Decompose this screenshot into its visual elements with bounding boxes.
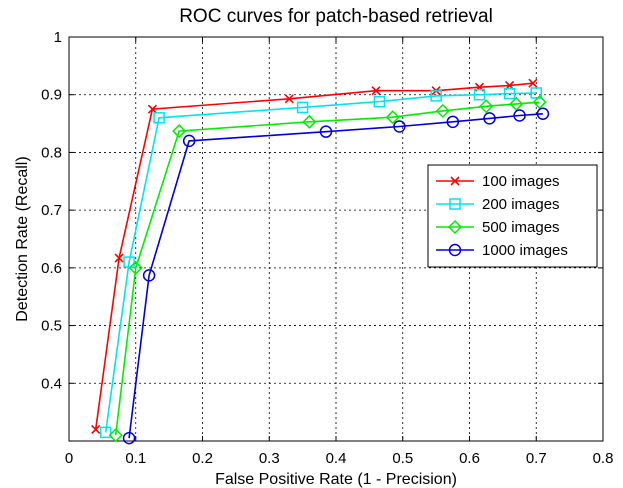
data-point <box>153 112 165 124</box>
chart-title: ROC curves for patch-based retrieval <box>179 6 493 27</box>
data-point <box>108 428 123 443</box>
data-point <box>296 101 309 114</box>
y-tick-label: 0.5 <box>41 318 62 335</box>
data-point <box>532 95 547 110</box>
legend-marker <box>449 198 461 210</box>
data-point <box>509 96 524 112</box>
data-point <box>373 95 386 108</box>
data-point <box>536 107 550 121</box>
x-tick-label: 0.3 <box>259 450 280 467</box>
legend-label: 200 images <box>482 196 560 213</box>
legend-label: 100 images <box>482 173 560 190</box>
data-point <box>302 114 317 129</box>
legend-marker <box>450 176 460 186</box>
data-point <box>479 99 494 114</box>
series-1000-images <box>122 107 550 445</box>
data-point <box>513 109 526 122</box>
y-tick-label: 0.7 <box>41 202 62 219</box>
data-point <box>371 86 381 96</box>
series-line <box>114 101 540 436</box>
data-point <box>435 103 450 118</box>
data-point <box>385 110 400 125</box>
legend-label: 1000 images <box>482 242 568 259</box>
data-point <box>319 125 333 138</box>
legend-item: 200 images <box>436 196 560 213</box>
x-tick-label: 0.8 <box>593 450 614 467</box>
data-point <box>122 431 136 445</box>
data-point <box>142 269 156 282</box>
legend-item: 100 images <box>436 173 560 190</box>
x-axis-label: False Positive Rate (1 - Precision) <box>215 471 457 488</box>
data-point <box>128 260 143 275</box>
series-500-images <box>108 95 547 443</box>
data-point <box>172 124 187 139</box>
y-tick-label: 0.4 <box>41 375 62 392</box>
data-point <box>99 426 112 439</box>
x-tick-label: 0.1 <box>125 450 146 467</box>
x-tick-label: 0.5 <box>392 450 413 467</box>
x-tick-label: 0.4 <box>326 450 347 467</box>
data-point <box>530 87 542 99</box>
x-tick-label: 0 <box>65 450 73 467</box>
data-point <box>483 112 496 125</box>
ticks: 0 0.1 0.2 0.3 0.4 0.5 0.6 0.7 0.8 0.4 0.5 0.6 0.7 0.8… <box>41 29 613 467</box>
legend-label: 500 images <box>482 219 560 236</box>
series-100-images <box>91 78 538 435</box>
data-point <box>284 94 294 104</box>
y-axis-label: Detection Rate (Recall) <box>14 156 31 321</box>
data-point <box>473 88 486 101</box>
y-tick-label: 1 <box>54 29 62 46</box>
x-tick-label: 0.2 <box>192 450 213 467</box>
data-point <box>430 90 442 102</box>
y-tick-label: 0.8 <box>41 144 62 161</box>
series-line <box>128 113 543 439</box>
y-tick-label: 0.6 <box>41 260 62 277</box>
data-point <box>147 104 158 114</box>
y-tick-label: 0.9 <box>41 87 62 104</box>
data-point <box>123 256 135 268</box>
legend-marker <box>447 219 463 235</box>
legend-marker <box>448 243 462 257</box>
series-200-images <box>99 87 542 439</box>
series-group <box>91 78 550 445</box>
series-line <box>104 92 537 433</box>
data-point <box>393 120 406 133</box>
data-point <box>503 87 516 100</box>
legend: 100 images 200 images 500 images 1000 image… <box>427 164 598 268</box>
legend-item: 1000 images <box>436 242 568 259</box>
data-point <box>91 424 101 435</box>
legend-item: 500 images <box>436 219 560 236</box>
x-tick-label: 0.7 <box>526 450 547 467</box>
data-point <box>182 134 196 148</box>
data-point <box>114 253 124 263</box>
data-point <box>446 115 460 129</box>
x-tick-label: 0.6 <box>459 450 480 467</box>
data-point <box>528 78 538 88</box>
